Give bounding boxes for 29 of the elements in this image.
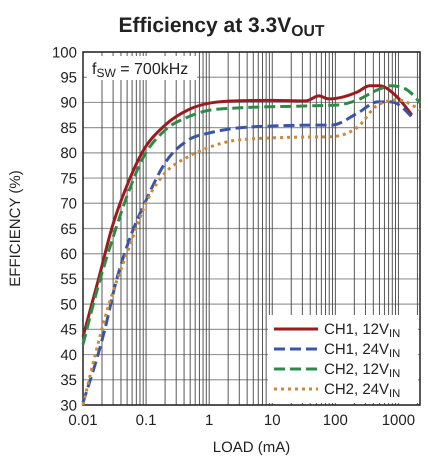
x-axis-title: LOAD (mA)	[212, 439, 290, 456]
chart-title: Efficiency at 3.3V$_{OUT}$	[118, 14, 325, 40]
y-tick-label: 60	[60, 246, 77, 263]
y-tick-label: 55	[60, 271, 77, 288]
y-axis-title: EFFICIENCY (%)	[7, 170, 24, 287]
legend-label: CH1, 24V$_{IN}$	[324, 341, 400, 360]
y-tick-label: 65	[60, 220, 77, 238]
y-tick-label: 75	[60, 170, 77, 188]
x-tick-label: 100	[322, 412, 348, 429]
x-tick-label: 1	[204, 412, 214, 429]
x-tick-label: 10	[264, 412, 281, 429]
x-tick-label: 0.01	[68, 412, 98, 429]
y-tick-label: 90	[60, 94, 77, 112]
y-tick-label: 70	[60, 196, 77, 213]
legend-label: CH1, 12V$_{IN}$	[324, 321, 400, 340]
y-tick-label: 50	[60, 296, 77, 314]
y-tick-label: 40	[60, 346, 77, 364]
y-tick-label: 85	[60, 120, 77, 137]
y-tick-label: 95	[60, 69, 77, 86]
x-tick-label: 1000	[382, 412, 416, 429]
legend-label: CH2, 12V$_{IN}$	[324, 361, 400, 380]
legend-label: CH2, 24V$_{IN}$	[324, 381, 400, 400]
y-tick-label: 30	[60, 397, 77, 414]
y-tick-label: 35	[60, 372, 77, 390]
x-tick-label: 0.1	[136, 412, 157, 429]
y-tick-label: 100	[52, 44, 77, 62]
annotation: f$_{SW}$ = 700kHz	[92, 61, 188, 80]
y-tick-label: 80	[60, 145, 77, 162]
y-tick-label: 45	[60, 322, 77, 339]
